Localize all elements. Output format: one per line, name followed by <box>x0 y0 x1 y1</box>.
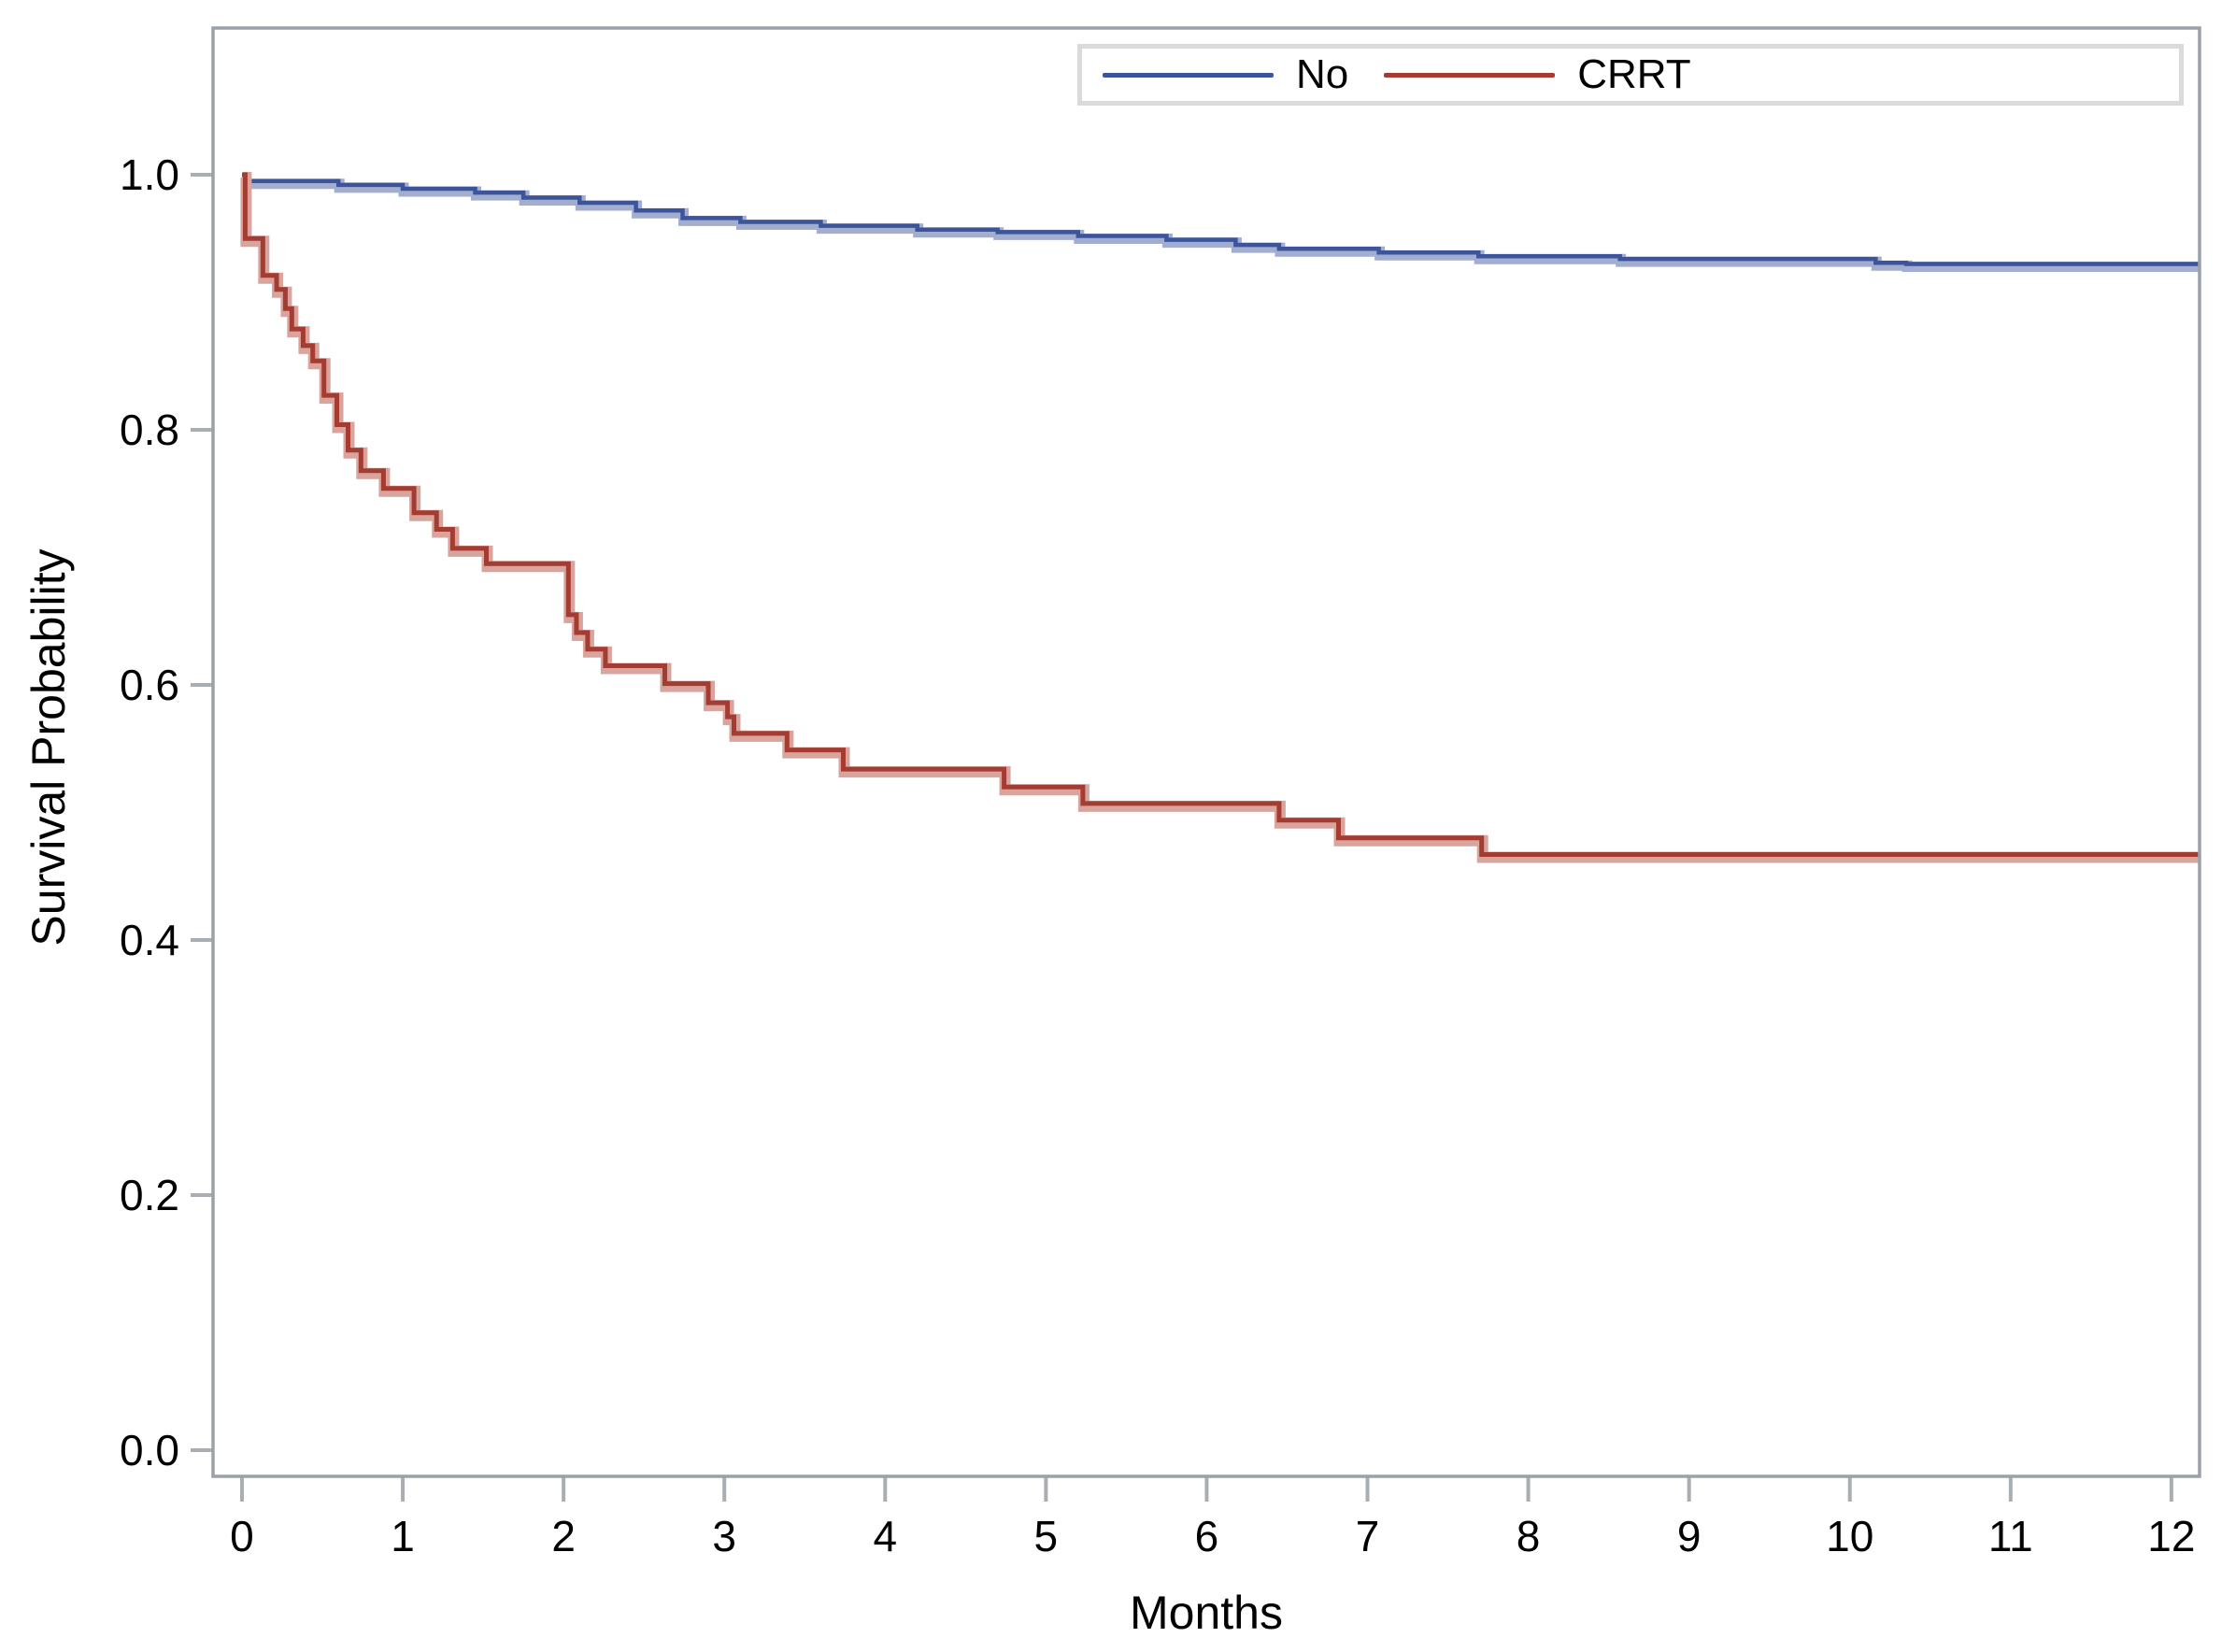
no-curve <box>242 178 2200 266</box>
no-legend-line <box>1103 72 1274 78</box>
crrt-legend-label: CRRT <box>1577 51 1691 97</box>
x-tick-label: 3 <box>712 1512 736 1560</box>
x-tick-label: 12 <box>2147 1512 2195 1560</box>
y-tick-label: 0.8 <box>120 406 179 454</box>
crrt-legend-line <box>1384 72 1556 78</box>
y-axis-title: Survival Probability <box>22 548 75 947</box>
x-tick-label: 5 <box>1034 1512 1059 1560</box>
y-tick-label: 0.6 <box>120 661 179 709</box>
legend: No CRRT <box>1077 44 2184 106</box>
x-axis-ticks: 0 1 2 3 4 5 6 7 8 9 10 11 12 <box>230 1476 2195 1560</box>
x-tick-label: 6 <box>1195 1512 1219 1560</box>
x-tick-label: 11 <box>1988 1512 2033 1560</box>
x-tick-label: 8 <box>1517 1512 1541 1560</box>
y-tick-label: 0.0 <box>120 1426 179 1474</box>
x-tick-label: 9 <box>1677 1512 1702 1560</box>
crrt-curve <box>242 172 2200 857</box>
x-tick-label: 7 <box>1356 1512 1380 1560</box>
plot-frame <box>211 26 2201 1478</box>
x-tick-label: 1 <box>391 1512 415 1560</box>
x-tick-label: 10 <box>1826 1512 1873 1560</box>
x-tick-label: 4 <box>873 1512 897 1560</box>
x-axis-title: Months <box>1130 1587 1283 1639</box>
no-legend-label: No <box>1296 51 1349 97</box>
y-tick-label: 0.2 <box>120 1171 179 1219</box>
y-axis-ticks: 1.0 0.8 0.6 0.4 0.2 0.0 <box>120 150 213 1474</box>
x-tick-label: 0 <box>230 1512 254 1560</box>
crrt-curve-halo <box>240 172 2200 863</box>
no-curve-halo <box>243 178 2200 272</box>
y-tick-label: 0.4 <box>120 916 179 964</box>
x-tick-label: 2 <box>551 1512 576 1560</box>
y-tick-label: 1.0 <box>120 150 179 199</box>
